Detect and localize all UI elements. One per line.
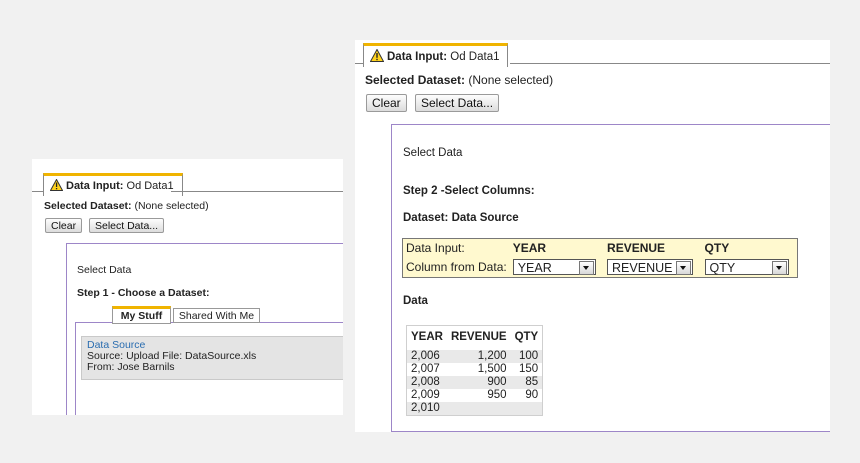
step-label: Step 1 - Choose a Dataset: <box>77 287 210 299</box>
cell-year: 2,008 <box>406 376 447 389</box>
left-screenshot-panel: Data Input: Od Data1 Selected Dataset: (… <box>32 159 343 415</box>
mapping-column-year: YEAR <box>512 241 547 255</box>
dialog-title: Select Data <box>77 264 132 276</box>
cell-year: 2,006 <box>406 350 447 363</box>
cell-year: 2,009 <box>411 389 440 401</box>
dataset-name-link[interactable]: Data Source <box>87 339 146 351</box>
data-preview-table: YEAR REVENUE QTY 2,006 1,200 100 2,007 1… <box>406 325 544 416</box>
dropdown-arrow-icon[interactable] <box>676 261 692 275</box>
cell-qty: 90 <box>525 389 539 401</box>
selected-dataset-label: Selected Dataset: <box>365 73 466 87</box>
tab-label: Od Data1 <box>447 51 500 63</box>
mapping-column-qty: QTY <box>704 241 730 255</box>
header-year: YEAR <box>411 331 443 343</box>
dialog-title: Select Data <box>403 147 463 159</box>
tab-my-stuff[interactable]: My Stuff <box>112 306 171 324</box>
dataset-source: Source: Upload File: DataSource.xls <box>87 350 257 362</box>
select-data-button[interactable]: Select Data... <box>415 94 500 112</box>
dataset-owner: From: Jose Barnils <box>87 361 175 373</box>
table-row: 2,007 1,500 150 <box>407 363 543 376</box>
dataset-label: Dataset: Data Source <box>403 212 519 224</box>
select-data-button[interactable]: Select Data... <box>89 218 165 233</box>
data-input-tab[interactable]: Data Input: Od Data1 <box>363 43 509 67</box>
dataset-item[interactable]: Data Source Source: Upload File: DataSou… <box>81 336 343 380</box>
tab-label: Od Data1 <box>123 180 174 192</box>
year-select-value: YEAR <box>517 261 552 275</box>
selected-dataset-value: (None selected) <box>131 200 209 212</box>
cell-revenue: 950 <box>487 389 507 401</box>
column-from-data-label: Column from Data: <box>406 260 507 274</box>
selected-dataset-value: (None selected) <box>465 73 554 87</box>
cell-qty: 100 <box>510 350 543 363</box>
revenue-column-select[interactable]: REVENUE <box>607 259 694 275</box>
tab-label-bold: Data Input: <box>387 51 448 63</box>
selected-dataset: Selected Dataset: (None selected) <box>365 73 553 87</box>
qty-column-select[interactable]: QTY <box>704 259 789 275</box>
header-revenue: REVENUE <box>450 331 507 343</box>
selected-dataset: Selected Dataset: (None selected) <box>44 200 209 212</box>
select-data-dialog: Select Data Step 1 - Choose a Dataset: M… <box>66 243 343 415</box>
cell-revenue: 1,200 <box>446 350 511 363</box>
column-mapping-table: Data Input: YEAR REVENUE QTY Column from… <box>402 238 798 278</box>
tab-shared-with-me[interactable]: Shared With Me <box>173 308 260 323</box>
data-input-label: Data Input: <box>406 241 465 255</box>
data-input-tab[interactable]: Data Input: Od Data1 <box>43 173 183 196</box>
selected-dataset-label: Selected Dataset: <box>44 200 132 212</box>
year-column-select[interactable]: YEAR <box>512 259 596 275</box>
mapping-column-revenue: REVENUE <box>607 241 666 255</box>
cell-revenue <box>446 402 511 416</box>
step-label: Step 2 -Select Columns: <box>403 185 535 197</box>
clear-button[interactable]: Clear <box>45 218 83 233</box>
dropdown-arrow-icon[interactable] <box>578 261 594 275</box>
cell-qty: 150 <box>519 363 539 375</box>
table-row: 2,008 900 85 <box>406 376 543 389</box>
cell-revenue: 1,500 <box>477 363 507 375</box>
right-screenshot-panel: Data Input: Od Data1 Selected Dataset: (… <box>355 40 830 432</box>
cell-qty: 85 <box>510 376 543 389</box>
dropdown-arrow-icon[interactable] <box>771 261 787 275</box>
data-label: Data <box>403 295 428 307</box>
cell-revenue: 900 <box>446 376 511 389</box>
select-data-dialog: Select Data Step 2 -Select Columns: Data… <box>391 124 830 432</box>
header-qty: QTY <box>514 331 539 343</box>
table-row: 2,010 <box>406 402 543 416</box>
cell-qty <box>510 402 543 416</box>
tab-label-bold: Data Input: <box>66 180 124 192</box>
revenue-select-value: REVENUE <box>612 261 673 275</box>
warning-icon <box>370 49 384 62</box>
qty-select-value: QTY <box>709 261 736 275</box>
clear-button[interactable]: Clear <box>366 94 407 112</box>
cell-year: 2,010 <box>406 402 447 416</box>
table-row: 2,009 950 90 <box>407 389 543 402</box>
cell-year: 2,007 <box>411 363 440 375</box>
warning-icon <box>50 179 63 191</box>
table-row: 2,006 1,200 100 <box>406 350 543 363</box>
